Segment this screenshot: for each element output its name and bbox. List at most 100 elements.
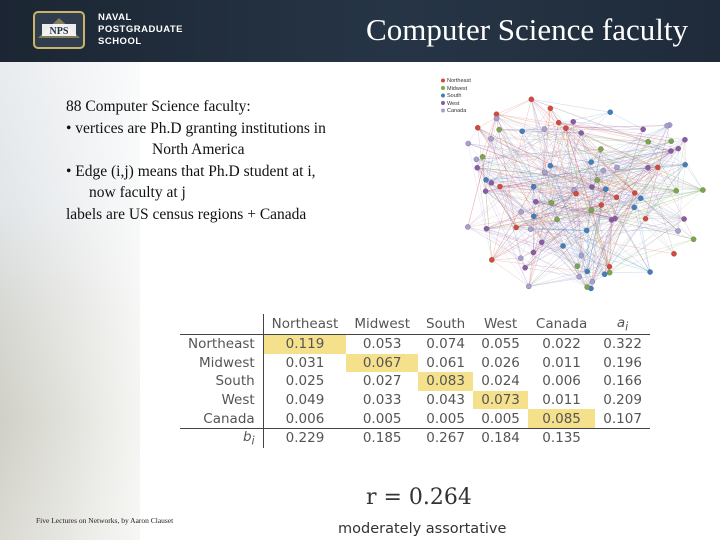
network-node <box>526 283 532 290</box>
table-cell: 0.209 <box>603 392 642 409</box>
legend-dot <box>441 93 445 98</box>
table-cell: 0.267 <box>418 427 474 448</box>
row-label: Northeast <box>180 334 264 354</box>
network-node <box>488 180 495 186</box>
school-line: POSTGRADUATE <box>98 24 183 35</box>
table-cell: 0.049 <box>285 392 325 409</box>
network-node <box>655 164 661 171</box>
table-cell: 0.135 <box>527 427 596 448</box>
network-node <box>584 284 590 290</box>
table-header-cell: Midwest <box>346 314 418 335</box>
network-node <box>673 188 679 194</box>
table-cell: 0.005 <box>362 410 402 427</box>
network-node <box>479 154 486 160</box>
network-node <box>527 226 534 232</box>
network-node <box>682 136 688 143</box>
slide-header: NPS NAVAL POSTGRADUATE SCHOOL Computer S… <box>0 0 720 62</box>
table-row: South 0.025 0.027 0.083 0.024 0.006 0.166 <box>180 372 650 391</box>
legend-entry: Canada <box>447 108 467 114</box>
table-cell: 0.107 <box>603 410 642 427</box>
legend-entry: Northeast <box>447 78 471 84</box>
network-node <box>598 202 604 208</box>
network-node <box>668 138 674 144</box>
table-row: Midwest 0.031 0.067 0.061 0.026 0.011 0.196 <box>180 353 650 373</box>
network-node <box>473 156 480 163</box>
table-cell: 0.025 <box>285 373 325 390</box>
network-node <box>647 269 653 275</box>
slide-title: Computer Science faculty <box>366 12 688 47</box>
network-node <box>600 167 606 174</box>
table-row: Canada 0.006 0.005 0.005 0.005 0.085 0.107 <box>180 409 650 429</box>
network-node <box>570 118 576 125</box>
body-line: labels are US census regions + Canada <box>66 205 307 223</box>
network-node <box>637 195 644 202</box>
network-node <box>645 138 651 145</box>
network-node <box>483 225 490 232</box>
network-node <box>631 204 637 211</box>
assortativity-caption: moderately assortative <box>338 521 507 537</box>
network-node <box>588 159 594 165</box>
network-node <box>474 165 480 171</box>
network-node <box>541 126 548 132</box>
network-node <box>589 278 596 285</box>
table-cell: 0.033 <box>362 392 402 409</box>
network-node <box>603 186 609 192</box>
table-row: West 0.049 0.033 0.043 0.073 0.011 0.209 <box>180 390 650 410</box>
mixing-matrix-panel: Northeast Midwest South West Canada ai N… <box>165 295 720 540</box>
network-node <box>488 135 494 142</box>
network-node <box>541 169 548 176</box>
table-cell: 0.022 <box>542 336 581 353</box>
network-node <box>528 96 535 103</box>
nps-logo-icon: NPS <box>33 11 85 49</box>
network-node <box>547 105 554 112</box>
network-node <box>578 252 585 259</box>
citation: Five Lectures on Networks, by Aaron Clau… <box>36 516 174 525</box>
table-cell: 0.119 <box>263 334 347 354</box>
legend-entry: West <box>447 100 460 107</box>
network-node <box>522 264 528 271</box>
network-node <box>594 177 601 183</box>
network-node <box>531 213 537 219</box>
body-line: now faculty at j <box>89 184 186 201</box>
network-node <box>607 109 613 115</box>
network-node <box>612 215 618 222</box>
body-line: 88 Computer Science faculty: <box>66 98 251 115</box>
table-header-row: Northeast Midwest South West Canada ai <box>180 314 650 335</box>
network-node <box>598 146 604 152</box>
network-node <box>538 239 545 246</box>
row-label: bi <box>180 427 264 448</box>
school-name: NAVAL POSTGRADUATE SCHOOL <box>98 12 183 48</box>
slide-body-text: 88 Computer Science faculty: • vertices … <box>66 96 396 225</box>
table-header-cell <box>180 314 264 335</box>
table-cell: 0.006 <box>285 410 325 427</box>
table-cell: 0.322 <box>603 336 642 353</box>
table-cell: 0.061 <box>426 354 465 371</box>
network-node <box>465 140 471 147</box>
assortativity-value: r = 0.264 <box>366 485 472 510</box>
table-cell: 0.184 <box>473 427 528 448</box>
table-cell: 0.083 <box>418 372 474 391</box>
network-node <box>547 162 554 169</box>
network-node <box>563 125 569 131</box>
row-label: West <box>180 390 264 410</box>
network-node <box>518 209 524 215</box>
table-cell: 0.229 <box>263 427 347 448</box>
network-node <box>675 145 681 152</box>
network-node <box>589 184 595 190</box>
network-node <box>489 257 495 263</box>
network-nodes <box>465 96 706 292</box>
network-node <box>700 187 706 193</box>
network-node <box>513 224 519 231</box>
network-node <box>554 216 560 223</box>
network-node <box>465 224 471 230</box>
svg-text:NPS: NPS <box>50 26 69 37</box>
network-node <box>576 274 582 280</box>
network-node <box>632 190 638 196</box>
table-header-cell: ai <box>595 314 650 335</box>
network-node <box>640 126 646 133</box>
mixing-matrix-table: Northeast Midwest South West Canada ai N… <box>180 314 650 448</box>
network-node <box>584 268 590 275</box>
table-cell: 0.055 <box>481 336 520 353</box>
table-cell: 0.011 <box>542 354 581 371</box>
row-label: Midwest <box>180 353 264 373</box>
